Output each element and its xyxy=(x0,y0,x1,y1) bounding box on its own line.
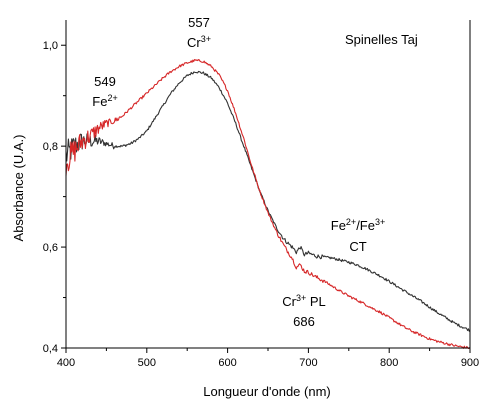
annotation-cr3: Cr3+ xyxy=(187,34,211,50)
series-line-1 xyxy=(65,70,471,332)
annotation-text: Fe xyxy=(92,94,107,109)
y-tick-label: 0,4 xyxy=(43,343,58,355)
y-axis-label: Absorbance (U.A.) xyxy=(11,135,26,242)
axes-layer xyxy=(65,20,471,349)
x-tick-label: 800 xyxy=(380,357,398,369)
annotation-text: 549 xyxy=(94,74,116,89)
y-tick-label: 0,6 xyxy=(43,242,58,254)
annotation-text: Cr xyxy=(282,294,296,309)
annotation-fe2: Fe2+ xyxy=(92,93,117,109)
annotation-text: 557 xyxy=(188,15,210,30)
x-tick-label: 400 xyxy=(57,357,75,369)
annotation-text: 686 xyxy=(293,314,315,329)
annotation-crpl: Cr3+ PL xyxy=(282,293,326,309)
y-tick-label: 0,8 xyxy=(43,141,58,153)
annotation-text: PL xyxy=(306,294,326,309)
x-tick-label: 900 xyxy=(461,357,479,369)
annotation-fect: CT xyxy=(349,239,366,254)
annotation-fe2: 549 xyxy=(94,74,116,89)
x-axis-label: Longueur d'onde (nm) xyxy=(203,384,331,399)
x-tick-label: 600 xyxy=(218,357,236,369)
annotation-fect: Fe2+/Fe3+ xyxy=(331,217,386,233)
x-tick-label: 700 xyxy=(299,357,317,369)
annotation-text: Cr xyxy=(187,35,201,50)
ticks-layer: 400 500 600 700 800 900 0,4 0,6 0,8 1,0 xyxy=(43,40,479,369)
annotation-superscript: 3+ xyxy=(375,217,385,227)
annotation-text: /Fe xyxy=(356,218,375,233)
annotation-text: CT xyxy=(349,239,366,254)
annotation-superscript: 2+ xyxy=(107,93,117,103)
x-tick-label: 500 xyxy=(138,357,156,369)
annotation-text: Fe xyxy=(331,218,346,233)
annotation-cr3: 557 xyxy=(188,15,210,30)
annotation-superscript: 3+ xyxy=(296,293,306,303)
chart-title: Spinelles Taj xyxy=(345,32,418,47)
series-layer xyxy=(65,59,471,350)
y-tick-label: 1,0 xyxy=(43,40,58,52)
annotation-superscript: 3+ xyxy=(201,34,211,44)
annotation-superscript: 2+ xyxy=(346,217,356,227)
annotation-crpl: 686 xyxy=(293,314,315,329)
series-line-2 xyxy=(65,59,471,350)
